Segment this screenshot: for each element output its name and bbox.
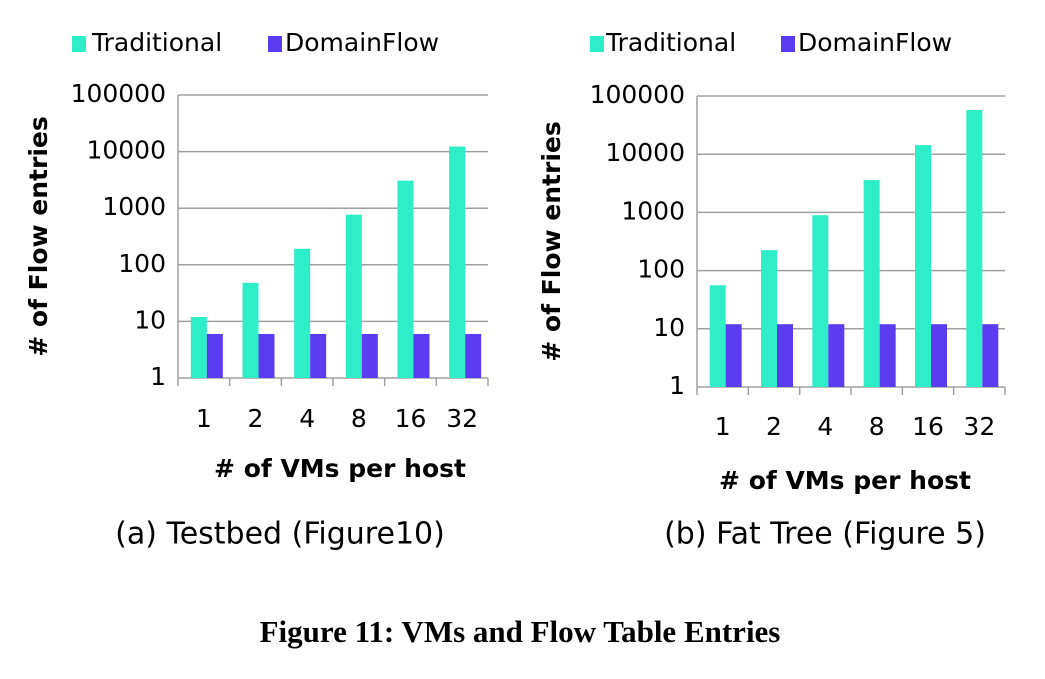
y-tick-label: 10000 <box>86 136 166 165</box>
y-tick-label: 10000 <box>605 138 685 167</box>
legend-swatch <box>72 36 86 52</box>
bar <box>777 324 793 387</box>
y-axis-label: # of Flow entries <box>24 116 53 356</box>
y-tick-label: 100 <box>118 249 166 278</box>
x-tick-label: 1 <box>715 412 731 441</box>
bar <box>931 324 947 387</box>
subcaption: (a) Testbed (Figure10) <box>115 517 445 552</box>
y-tick-label: 1 <box>150 362 166 391</box>
bar <box>863 180 880 387</box>
x-tick-label: 4 <box>299 404 315 433</box>
bar <box>449 146 466 378</box>
bar <box>982 324 999 387</box>
figure-caption: Figure 11: VMs and Flow Table Entries <box>260 614 781 649</box>
x-tick-label: 16 <box>395 404 427 433</box>
x-tick-label: 2 <box>248 404 264 433</box>
subcaption: (b) Fat Tree (Figure 5) <box>664 517 986 552</box>
y-tick-label: 100000 <box>590 80 685 109</box>
y-tick-label: 100000 <box>71 79 166 108</box>
bar <box>879 324 896 387</box>
bar <box>709 285 726 387</box>
y-tick-label: 10 <box>653 313 685 342</box>
y-tick-label: 1 <box>669 371 685 400</box>
bar <box>812 215 829 387</box>
bar <box>465 333 482 378</box>
y-axis-label: # of Flow entries <box>537 121 566 361</box>
x-tick-label: 8 <box>869 412 885 441</box>
bar <box>242 282 259 378</box>
bar <box>397 180 414 378</box>
bar <box>258 333 275 378</box>
y-tick-label: 1000 <box>621 196 685 225</box>
x-tick-label: 32 <box>446 404 478 433</box>
x-axis-label: # of VMs per host <box>214 454 466 483</box>
bar <box>966 110 983 387</box>
x-axis-label: # of VMs per host <box>719 466 971 495</box>
bar <box>345 214 362 378</box>
x-tick-label: 8 <box>351 404 367 433</box>
legend-label: Traditional <box>91 28 222 57</box>
bar <box>915 145 931 387</box>
x-tick-label: 32 <box>963 412 995 441</box>
bar <box>761 250 777 387</box>
bar <box>310 333 327 378</box>
legend-swatch <box>781 36 795 52</box>
bar <box>206 333 223 378</box>
y-tick-label: 100 <box>637 255 685 284</box>
bar <box>725 324 742 387</box>
y-tick-label: 10 <box>134 305 166 334</box>
bar <box>294 248 311 378</box>
legend-swatch <box>268 36 282 52</box>
bar <box>413 333 430 378</box>
y-tick-label: 1000 <box>102 192 166 221</box>
bar <box>361 333 378 378</box>
legend-swatch <box>590 36 604 52</box>
x-tick-label: 2 <box>766 412 782 441</box>
x-tick-label: 1 <box>196 404 212 433</box>
legend-label: DomainFlow <box>285 28 439 57</box>
bar <box>828 324 845 387</box>
legend-label: Traditional <box>605 28 736 57</box>
bar <box>190 316 207 378</box>
x-tick-label: 4 <box>817 412 833 441</box>
x-tick-label: 16 <box>912 412 944 441</box>
legend-label: DomainFlow <box>798 28 952 57</box>
